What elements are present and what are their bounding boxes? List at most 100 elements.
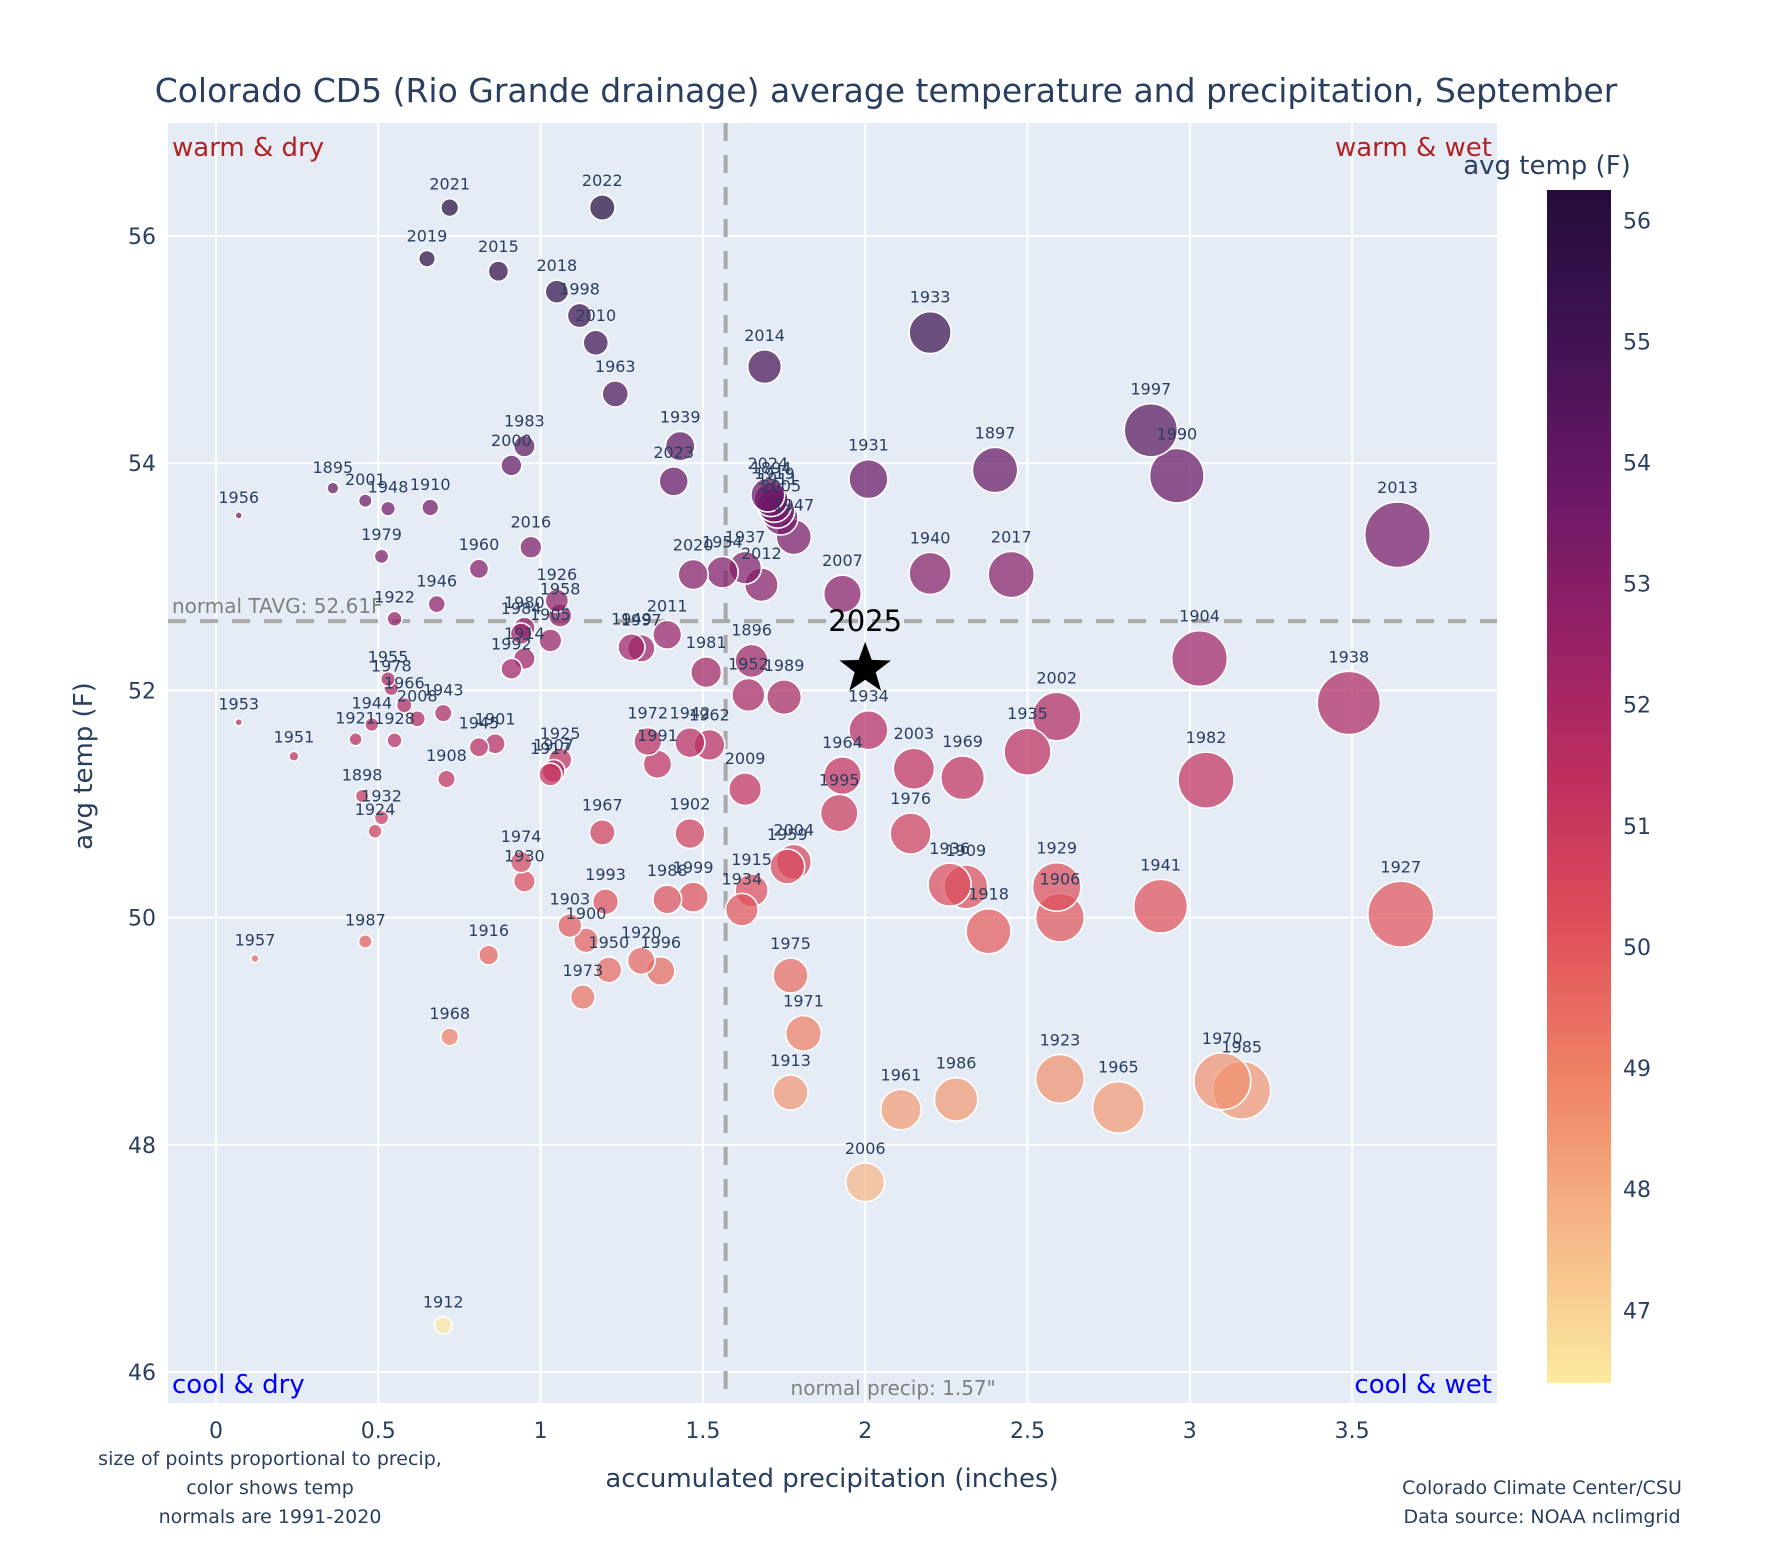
point-label: 1962 — [689, 705, 730, 724]
point-label: 1940 — [910, 528, 951, 547]
data-point — [386, 610, 403, 628]
data-point — [354, 788, 370, 804]
point-label: 1948 — [368, 477, 409, 496]
point-label: 1970 — [1202, 1029, 1243, 1048]
data-point — [595, 956, 623, 984]
colorbar-title: avg temp (F) — [1463, 151, 1631, 181]
point-label: 1983 — [504, 411, 545, 430]
data-point — [971, 446, 1019, 494]
data-point — [512, 434, 536, 458]
colorbar-tick-label: 56 — [1623, 209, 1651, 234]
data-point — [433, 1315, 453, 1335]
point-label: 1935 — [1007, 704, 1048, 723]
point-label: 1927 — [1380, 857, 1421, 876]
data-point — [468, 558, 490, 580]
point-label: 2024 — [747, 454, 788, 473]
data-point — [892, 747, 936, 791]
point-label: 1943 — [423, 680, 464, 699]
y-tick-label: 54 — [128, 452, 156, 477]
colorbar-tick-label: 51 — [1623, 815, 1651, 840]
data-point — [746, 348, 783, 385]
data-point — [822, 574, 863, 614]
colorbar-tick-label: 47 — [1623, 1299, 1651, 1324]
y-tick-label: 48 — [128, 1134, 156, 1159]
point-label: 1924 — [355, 800, 396, 819]
data-point — [234, 511, 244, 520]
point-label: 1954 — [702, 532, 743, 551]
data-point — [1091, 1080, 1145, 1134]
point-label: 1939 — [660, 407, 701, 426]
point-label: 1986 — [936, 1054, 977, 1073]
data-points — [234, 194, 1435, 1335]
point-label: 1990 — [1156, 424, 1197, 443]
point-label: 2007 — [822, 551, 863, 570]
point-label: 1997 — [1130, 380, 1171, 399]
x-tick-label: 0 — [209, 1419, 223, 1444]
data-point — [677, 558, 710, 591]
point-label: 1928 — [374, 709, 415, 728]
point-label: 1953 — [218, 695, 259, 714]
point-label: 1991 — [637, 726, 678, 745]
data-point — [544, 588, 570, 614]
data-point — [288, 750, 300, 763]
data-point — [769, 848, 806, 885]
point-label: 1912 — [423, 1293, 464, 1312]
point-label: 1973 — [562, 961, 603, 980]
colorbar-tick-label: 49 — [1623, 1057, 1651, 1082]
point-label: 1910 — [410, 475, 451, 494]
data-point — [591, 888, 620, 916]
colorbar-tick-label: 50 — [1623, 936, 1651, 961]
axis-ticks: 0 0.5 1 1.5 2 2.5 3 3.5 46 48 50 52 54 56 — [128, 225, 1370, 1444]
data-point — [879, 1088, 923, 1131]
point-label: 1987 — [345, 911, 386, 930]
data-point — [566, 302, 593, 329]
data-point — [724, 892, 759, 927]
data-point — [617, 632, 646, 662]
point-label: 2009 — [725, 749, 766, 768]
data-point — [379, 500, 397, 517]
point-label: 2016 — [511, 512, 552, 531]
point-label: 1902 — [670, 795, 711, 814]
x-tick-label: 3.5 — [1335, 1419, 1370, 1444]
point-label: 1929 — [1036, 839, 1077, 858]
data-point — [727, 772, 763, 807]
point-label: 1934 — [848, 687, 889, 706]
colorbar-tick-label: 48 — [1623, 1178, 1651, 1203]
y-tick-label: 46 — [128, 1361, 156, 1386]
point-label: 2005 — [760, 476, 801, 495]
data-point — [819, 793, 859, 833]
data-point — [765, 679, 803, 716]
data-point — [889, 812, 932, 855]
data-point — [538, 628, 563, 653]
point-label: 1915 — [731, 850, 772, 869]
point-label: 1950 — [588, 933, 629, 952]
point-label: 1920 — [621, 923, 662, 942]
data-point — [436, 769, 457, 789]
point-label: 1984 — [501, 599, 542, 618]
point-label: 2019 — [407, 226, 448, 245]
point-label: 1930 — [504, 846, 545, 865]
point-label: 1941 — [1140, 855, 1181, 874]
data-point — [569, 984, 596, 1011]
point-label: 1947 — [773, 495, 814, 514]
point-label: 1982 — [1186, 728, 1227, 747]
x-tick-label: 2 — [858, 1419, 872, 1444]
x-axis-title: accumulated precipitation (inches) — [605, 1464, 1058, 1494]
data-point — [1031, 691, 1082, 742]
point-label: 1964 — [822, 733, 863, 752]
point-label: 1932 — [361, 786, 402, 805]
footnote-line-3: normals are 1991-2020 — [159, 1506, 382, 1528]
point-label: 1975 — [770, 934, 811, 953]
data-point — [908, 551, 952, 596]
data-point — [651, 619, 683, 650]
star-label: 2025 — [828, 604, 902, 638]
point-label: 2006 — [845, 1139, 886, 1158]
point-labels: 2021 2022 2019 2015 2018 1998 2010 1963 2014 1933… — [218, 171, 1421, 1312]
point-label: 2015 — [478, 237, 519, 256]
normal-temp-label: normal TAVG: 52.61F — [172, 594, 383, 618]
x-tick-label: 3 — [1183, 1419, 1197, 1444]
point-label: 1981 — [686, 633, 727, 652]
data-point — [367, 823, 383, 840]
point-label: 2017 — [991, 527, 1032, 546]
point-label: 1996 — [640, 933, 681, 952]
